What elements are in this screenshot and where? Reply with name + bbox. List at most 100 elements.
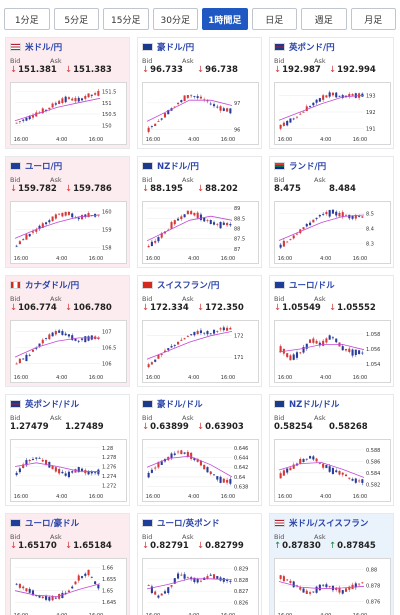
pair-name[interactable]: 英ポンド/ドル	[25, 400, 80, 410]
y-tick-label: 1.054	[366, 362, 380, 368]
candle	[45, 338, 48, 339]
tab-3[interactable]: 30分足	[152, 8, 198, 30]
pair-name[interactable]: NZドル/ドル	[289, 400, 340, 410]
tab-1[interactable]: 5分足	[53, 8, 99, 30]
candle	[196, 458, 199, 462]
pair-name[interactable]: 豪ドル/円	[157, 43, 195, 53]
price-chart[interactable]: 0.588 0.586 0.584 0.582 16:00 4:00 16:00	[274, 439, 391, 502]
candle	[328, 210, 331, 217]
y-tick-label: 1.66	[102, 566, 113, 572]
pair-name[interactable]: ユーロ/豪ドル	[25, 519, 80, 529]
candle	[351, 478, 354, 481]
price-chart[interactable]: 8.5 8.4 8.3 16:00 4:00 16:00	[274, 201, 391, 264]
price-chart[interactable]: 89 88.5 88 87.5 87 16:00 4:00 16:00	[142, 201, 259, 264]
price-chart[interactable]: 193 192 191 16:00 4:00 16:00	[274, 82, 391, 145]
card-title: ユーロ/ドル	[274, 279, 389, 291]
ask-label: Ask	[50, 533, 62, 541]
currency-card[interactable]: カナダドル/円 Bid Ask ↓106.774 ↓106.780 107 106.5 106…	[5, 275, 130, 387]
pair-name[interactable]: 英ポンド/円	[289, 43, 335, 53]
pair-name[interactable]: NZドル/円	[157, 162, 199, 172]
tab-5[interactable]: 日足	[251, 8, 297, 30]
currency-card[interactable]: NZドル/円 Bid Ask ↓88.195 ↓88.202 89 88.5 88 87.5 87…	[137, 156, 262, 268]
x-tick-label: 16:00	[353, 256, 367, 262]
candle	[94, 93, 97, 95]
candle	[25, 588, 28, 592]
price-chart[interactable]: 0.829 0.828 0.827 0.826 16:00 4:00 16:00	[142, 558, 259, 615]
price-chart[interactable]: 160 159 158 16:00 4:00 16:00	[10, 201, 127, 264]
tab-7[interactable]: 月足	[350, 8, 396, 30]
pair-name[interactable]: 米ドル/スイスフラン	[289, 519, 369, 529]
tab-4[interactable]: 1時間足	[202, 8, 248, 30]
currency-card[interactable]: ユーロ/豪ドル Bid Ask ↓1.65170 ↓1.65184 1.66 1.655 1.…	[5, 513, 130, 615]
prices: ↓88.195 ↓88.202	[142, 184, 257, 196]
pair-name[interactable]: カナダドル/円	[25, 281, 80, 291]
candle	[286, 468, 289, 473]
currency-card[interactable]: NZドル/ドル Bid Ask 0.58254 0.58268 0.588 0.586 0.5…	[269, 394, 394, 506]
candle	[338, 212, 341, 217]
arrow-down-icon: ↓	[197, 184, 205, 194]
candle	[150, 125, 153, 127]
pair-name[interactable]: スイスフラン/円	[157, 281, 220, 291]
tab-6[interactable]: 週足	[301, 8, 347, 30]
candle	[193, 577, 196, 583]
currency-card[interactable]: スイスフラン/円 Bid Ask ↓172.334 ↓172.350 172 171 16:0…	[137, 275, 262, 387]
currency-card[interactable]: 豪ドル/円 Bid Ask ↓96.733 ↓96.738 97 96 16:00 4:00 16…	[137, 37, 262, 149]
pair-name[interactable]: 豪ドル/ドル	[157, 400, 203, 410]
price-chart[interactable]: 151.5 151 150.5 150 16:00 4:00 16:00	[10, 82, 127, 145]
currency-card[interactable]: 英ポンド/ドル Bid Ask 1.27479 1.27489 1.28 1.278 1.27…	[5, 394, 130, 506]
price-chart[interactable]: 97 96 16:00 4:00 16:00	[142, 82, 259, 145]
price-chart[interactable]: 1.66 1.655 1.65 1.645 16:00 4:00 16:00	[10, 558, 127, 615]
candle	[328, 466, 331, 472]
price-chart[interactable]: 0.88 0.878 0.876 16:00 4:00 16:00	[274, 558, 391, 615]
candle	[87, 471, 90, 475]
currency-card[interactable]: 米ドル/円 Bid Ask ↓151.381 ↓151.383 151.5 151 150.5…	[5, 37, 130, 149]
tab-0[interactable]: 1分足	[4, 8, 50, 30]
candle	[286, 579, 289, 581]
currency-card[interactable]: ユーロ/英ポンド Bid Ask ↓0.82791 ↓0.82799 0.829 0.828…	[137, 513, 262, 615]
ask-label: Ask	[182, 295, 194, 303]
candle	[222, 578, 225, 582]
prices: 0.58254 0.58268	[274, 422, 389, 434]
price-chart[interactable]: 172 171 16:00 4:00 16:00	[142, 320, 259, 383]
bid-value: 8.475	[274, 184, 301, 194]
currency-card[interactable]: ランド/円 Bid Ask 8.475 8.484 8.5 8.4 8.3 16:00 4:00 1…	[269, 156, 394, 268]
za-flag-icon	[274, 162, 285, 170]
nz-flag-icon	[274, 400, 285, 408]
x-tick-label: 4:00	[56, 613, 67, 615]
pair-name[interactable]: ユーロ/ドル	[289, 281, 335, 291]
candle	[286, 353, 289, 358]
currency-card[interactable]: 豪ドル/ドル Bid Ask ↓0.63899 ↓0.63903 0.646 0.644 0.…	[137, 394, 262, 506]
currency-card[interactable]: ユーロ/ドル Bid Ask ↓1.05549 ↓1.05552 1.058 1.056 1.…	[269, 275, 394, 387]
candle	[209, 574, 212, 576]
price-chart[interactable]: 107 106.5 106 16:00 4:00 16:00	[10, 320, 127, 383]
currency-card[interactable]: 米ドル/スイスフラン Bid Ask ↑0.87830 ↑0.87845 0.88 0.87…	[269, 513, 394, 615]
candle	[279, 244, 282, 248]
candle	[219, 476, 222, 483]
price-chart[interactable]: 1.058 1.056 1.054 16:00 4:00 16:00	[274, 320, 391, 383]
y-tick-label: 97	[234, 101, 240, 107]
candle	[183, 214, 186, 218]
pair-name[interactable]: ユーロ/英ポンド	[157, 519, 220, 529]
currency-card[interactable]: ユーロ/円 Bid Ask ↓159.782 ↓159.786 160 159 158 16:0…	[5, 156, 130, 268]
ask-value: 159.786	[73, 184, 112, 194]
candle	[71, 471, 74, 473]
candle	[183, 338, 186, 340]
candle	[222, 478, 225, 483]
pair-name[interactable]: 米ドル/円	[25, 43, 63, 53]
pair-name[interactable]: ユーロ/円	[25, 162, 63, 172]
x-tick-label: 16:00	[221, 375, 235, 381]
y-tick-label: 0.88	[366, 567, 377, 573]
pair-name[interactable]: ランド/円	[289, 162, 327, 172]
arrow-down-icon: ↓	[274, 303, 282, 313]
price-chart[interactable]: 0.646 0.644 0.642 0.64 0.638 16:00 4:00 16:00	[142, 439, 259, 502]
ch-flag-icon	[142, 281, 153, 289]
currency-card[interactable]: 英ポンド/円 Bid Ask ↓192.987 ↓192.994 193 192 191 16:…	[269, 37, 394, 149]
tab-2[interactable]: 15分足	[103, 8, 149, 30]
price-chart[interactable]: 1.28 1.278 1.276 1.274 1.272 16:00 4:00 16:00	[10, 439, 127, 502]
ask-value: 1.27489	[65, 422, 104, 432]
bid-value: 1.65170	[18, 541, 57, 551]
bid-ask-labels: Bid Ask	[10, 533, 125, 541]
y-tick-label: 1.058	[366, 332, 380, 338]
prices: 8.475 8.484	[274, 184, 389, 196]
candle	[361, 479, 364, 483]
